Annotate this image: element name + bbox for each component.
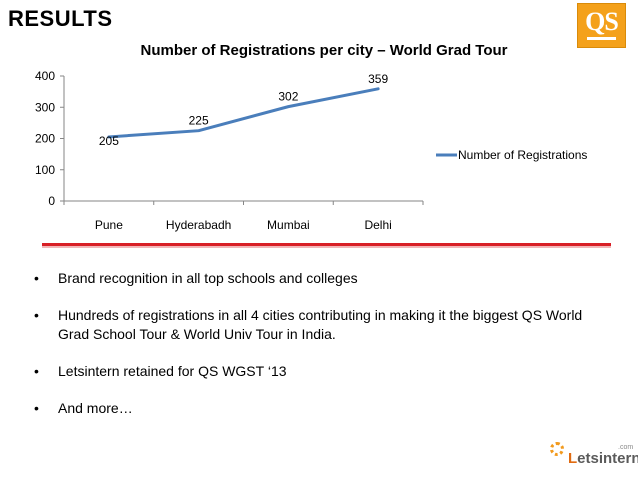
bullet-item: • Hundreds of registrations in all 4 citi… bbox=[34, 306, 594, 344]
data-label: 225 bbox=[189, 114, 209, 128]
y-tick-label: 300 bbox=[35, 100, 55, 114]
y-tick-label: 200 bbox=[35, 132, 55, 146]
x-tick-label: Pune bbox=[95, 218, 123, 232]
x-tick-label: Mumbai bbox=[267, 218, 310, 232]
divider-line bbox=[42, 243, 611, 246]
bullet-dot: • bbox=[34, 363, 39, 379]
data-label: 359 bbox=[368, 72, 388, 86]
qs-logo-text: QS bbox=[585, 7, 619, 36]
bullet-item: • Brand recognition in all top schools an… bbox=[34, 269, 594, 288]
sun-icon bbox=[550, 442, 564, 456]
divider-shadow bbox=[42, 246, 611, 248]
x-tick-label: Delhi bbox=[364, 218, 391, 232]
bullet-item: • And more… bbox=[34, 399, 594, 418]
letsintern-logo: Letsintern .com bbox=[548, 440, 638, 474]
registrations-chart: Number of Registrations per city – World… bbox=[35, 42, 587, 232]
qs-logo-bar bbox=[587, 37, 616, 40]
letsintern-logo-suffix: .com bbox=[618, 444, 634, 451]
page-heading: RESULTS bbox=[8, 6, 113, 31]
series-line bbox=[107, 87, 380, 139]
data-label: 205 bbox=[99, 134, 119, 148]
bullet-text: Brand recognition in all top schools and… bbox=[58, 270, 358, 286]
y-tick-label: 0 bbox=[48, 194, 55, 208]
bullet-dot: • bbox=[34, 400, 39, 416]
qs-logo: QS bbox=[577, 3, 626, 48]
y-tick-label: 100 bbox=[35, 163, 55, 177]
bullet-dot: • bbox=[34, 307, 39, 323]
bullet-text: And more… bbox=[58, 400, 133, 416]
data-label: 302 bbox=[278, 90, 298, 104]
bullet-item: • Letsintern retained for QS WGST ‘13 bbox=[34, 362, 594, 381]
legend-label: Number of Registrations bbox=[458, 148, 587, 162]
letsintern-logo-text: Letsintern bbox=[568, 450, 638, 467]
x-tick-label: Hyderabadh bbox=[166, 218, 231, 232]
results-bullet-list: • Brand recognition in all top schools an… bbox=[34, 269, 594, 436]
bullet-text: Letsintern retained for QS WGST ‘13 bbox=[58, 363, 287, 379]
y-tick-label: 400 bbox=[35, 69, 55, 83]
bullet-text: Hundreds of registrations in all 4 citie… bbox=[58, 307, 583, 342]
bullet-dot: • bbox=[34, 270, 39, 286]
chart-title: Number of Registrations per city – World… bbox=[141, 42, 508, 59]
